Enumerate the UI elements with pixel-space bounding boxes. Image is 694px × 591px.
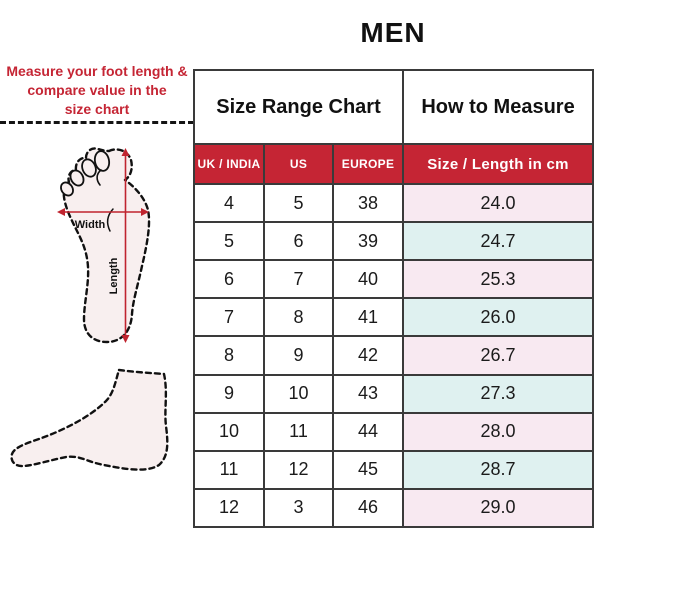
foot-side-diagram — [10, 368, 169, 471]
table-row: 6 7 40 25.3 — [193, 259, 595, 300]
europe-cell: 42 — [331, 335, 405, 376]
length-arrow-icon — [121, 148, 130, 343]
europe-cell: 45 — [331, 449, 405, 490]
europe-cell: 46 — [331, 487, 405, 529]
uk-india-column-header: UK / INDIA — [193, 143, 265, 185]
europe-cell: 41 — [331, 297, 405, 338]
table-row: 8 9 42 26.7 — [193, 335, 595, 376]
uk-india-cell: 6 — [193, 259, 265, 300]
us-column-header: US — [263, 143, 334, 185]
length-cm-cell: 28.7 — [402, 449, 595, 490]
europe-cell: 39 — [331, 221, 405, 262]
size-range-chart-header: Size Range Chart — [192, 69, 405, 145]
uk-india-cell: 11 — [193, 449, 265, 490]
length-cm-cell: 24.7 — [402, 221, 595, 262]
table-row: 10 11 44 28.0 — [193, 411, 595, 452]
ball-arch-mark — [106, 208, 114, 232]
dashed-separator — [0, 121, 194, 124]
length-cm-cell: 25.3 — [402, 259, 595, 300]
us-cell: 8 — [263, 297, 334, 338]
uk-india-cell: 9 — [193, 373, 265, 414]
instruction-line: compare value in the — [27, 82, 167, 98]
column-header-row: UK / INDIA US EUROPE Size / Length in cm — [193, 143, 595, 185]
width-label: Width — [75, 219, 106, 231]
big-toe-crease — [96, 169, 102, 186]
uk-india-cell: 12 — [193, 487, 265, 529]
foot-sole-outline — [62, 147, 151, 344]
europe-cell: 44 — [331, 411, 405, 452]
length-cm-cell: 26.7 — [402, 335, 595, 376]
page-title: MEN — [360, 17, 426, 48]
table-row: 5 6 39 24.7 — [193, 221, 595, 262]
uk-india-cell: 7 — [193, 297, 265, 338]
europe-cell: 40 — [331, 259, 405, 300]
instruction-line: size chart — [64, 101, 130, 117]
us-cell: 9 — [263, 335, 334, 376]
size-chart: Size Range Chart How to Measure UK / IND… — [192, 69, 595, 529]
table-row: 12 3 46 29.0 — [193, 487, 595, 529]
table-row: 4 5 38 24.0 — [193, 182, 595, 224]
europe-cell: 38 — [331, 182, 405, 224]
size-chart-table: Size Range Chart How to Measure UK / IND… — [192, 69, 595, 529]
foot-side-outline — [10, 368, 169, 471]
us-cell: 11 — [263, 411, 334, 452]
measure-instruction: Measure your foot length & compare value… — [2, 62, 192, 119]
group-header-row: Size Range Chart How to Measure — [192, 69, 595, 145]
table-row: 7 8 41 26.0 — [193, 297, 595, 338]
uk-india-cell: 4 — [193, 182, 265, 224]
table-row: 11 12 45 28.7 — [193, 449, 595, 490]
uk-india-cell: 8 — [193, 335, 265, 376]
table-row: 9 10 43 27.3 — [193, 373, 595, 414]
us-cell: 7 — [263, 259, 334, 300]
europe-cell: 43 — [331, 373, 405, 414]
foot-sole-diagram: Width Length — [57, 147, 151, 344]
length-cm-cell: 26.0 — [402, 297, 595, 338]
uk-india-cell: 5 — [193, 221, 265, 262]
length-cm-cell: 29.0 — [402, 487, 595, 529]
us-cell: 10 — [263, 373, 334, 414]
width-arrow-icon — [57, 208, 149, 216]
length-cm-cell: 24.0 — [402, 182, 595, 224]
us-cell: 6 — [263, 221, 334, 262]
length-cm-cell: 28.0 — [402, 411, 595, 452]
us-cell: 3 — [263, 487, 334, 529]
uk-india-cell: 10 — [193, 411, 265, 452]
us-cell: 12 — [263, 449, 334, 490]
europe-column-header: EUROPE — [331, 143, 405, 185]
how-to-measure-header: How to Measure — [402, 69, 595, 145]
instruction-line: Measure your foot length & — [6, 63, 188, 79]
length-label: Length — [108, 257, 120, 294]
length-cm-cell: 27.3 — [402, 373, 595, 414]
us-cell: 5 — [263, 182, 334, 224]
toes-icon — [60, 150, 111, 197]
size-length-column-header: Size / Length in cm — [402, 143, 595, 185]
